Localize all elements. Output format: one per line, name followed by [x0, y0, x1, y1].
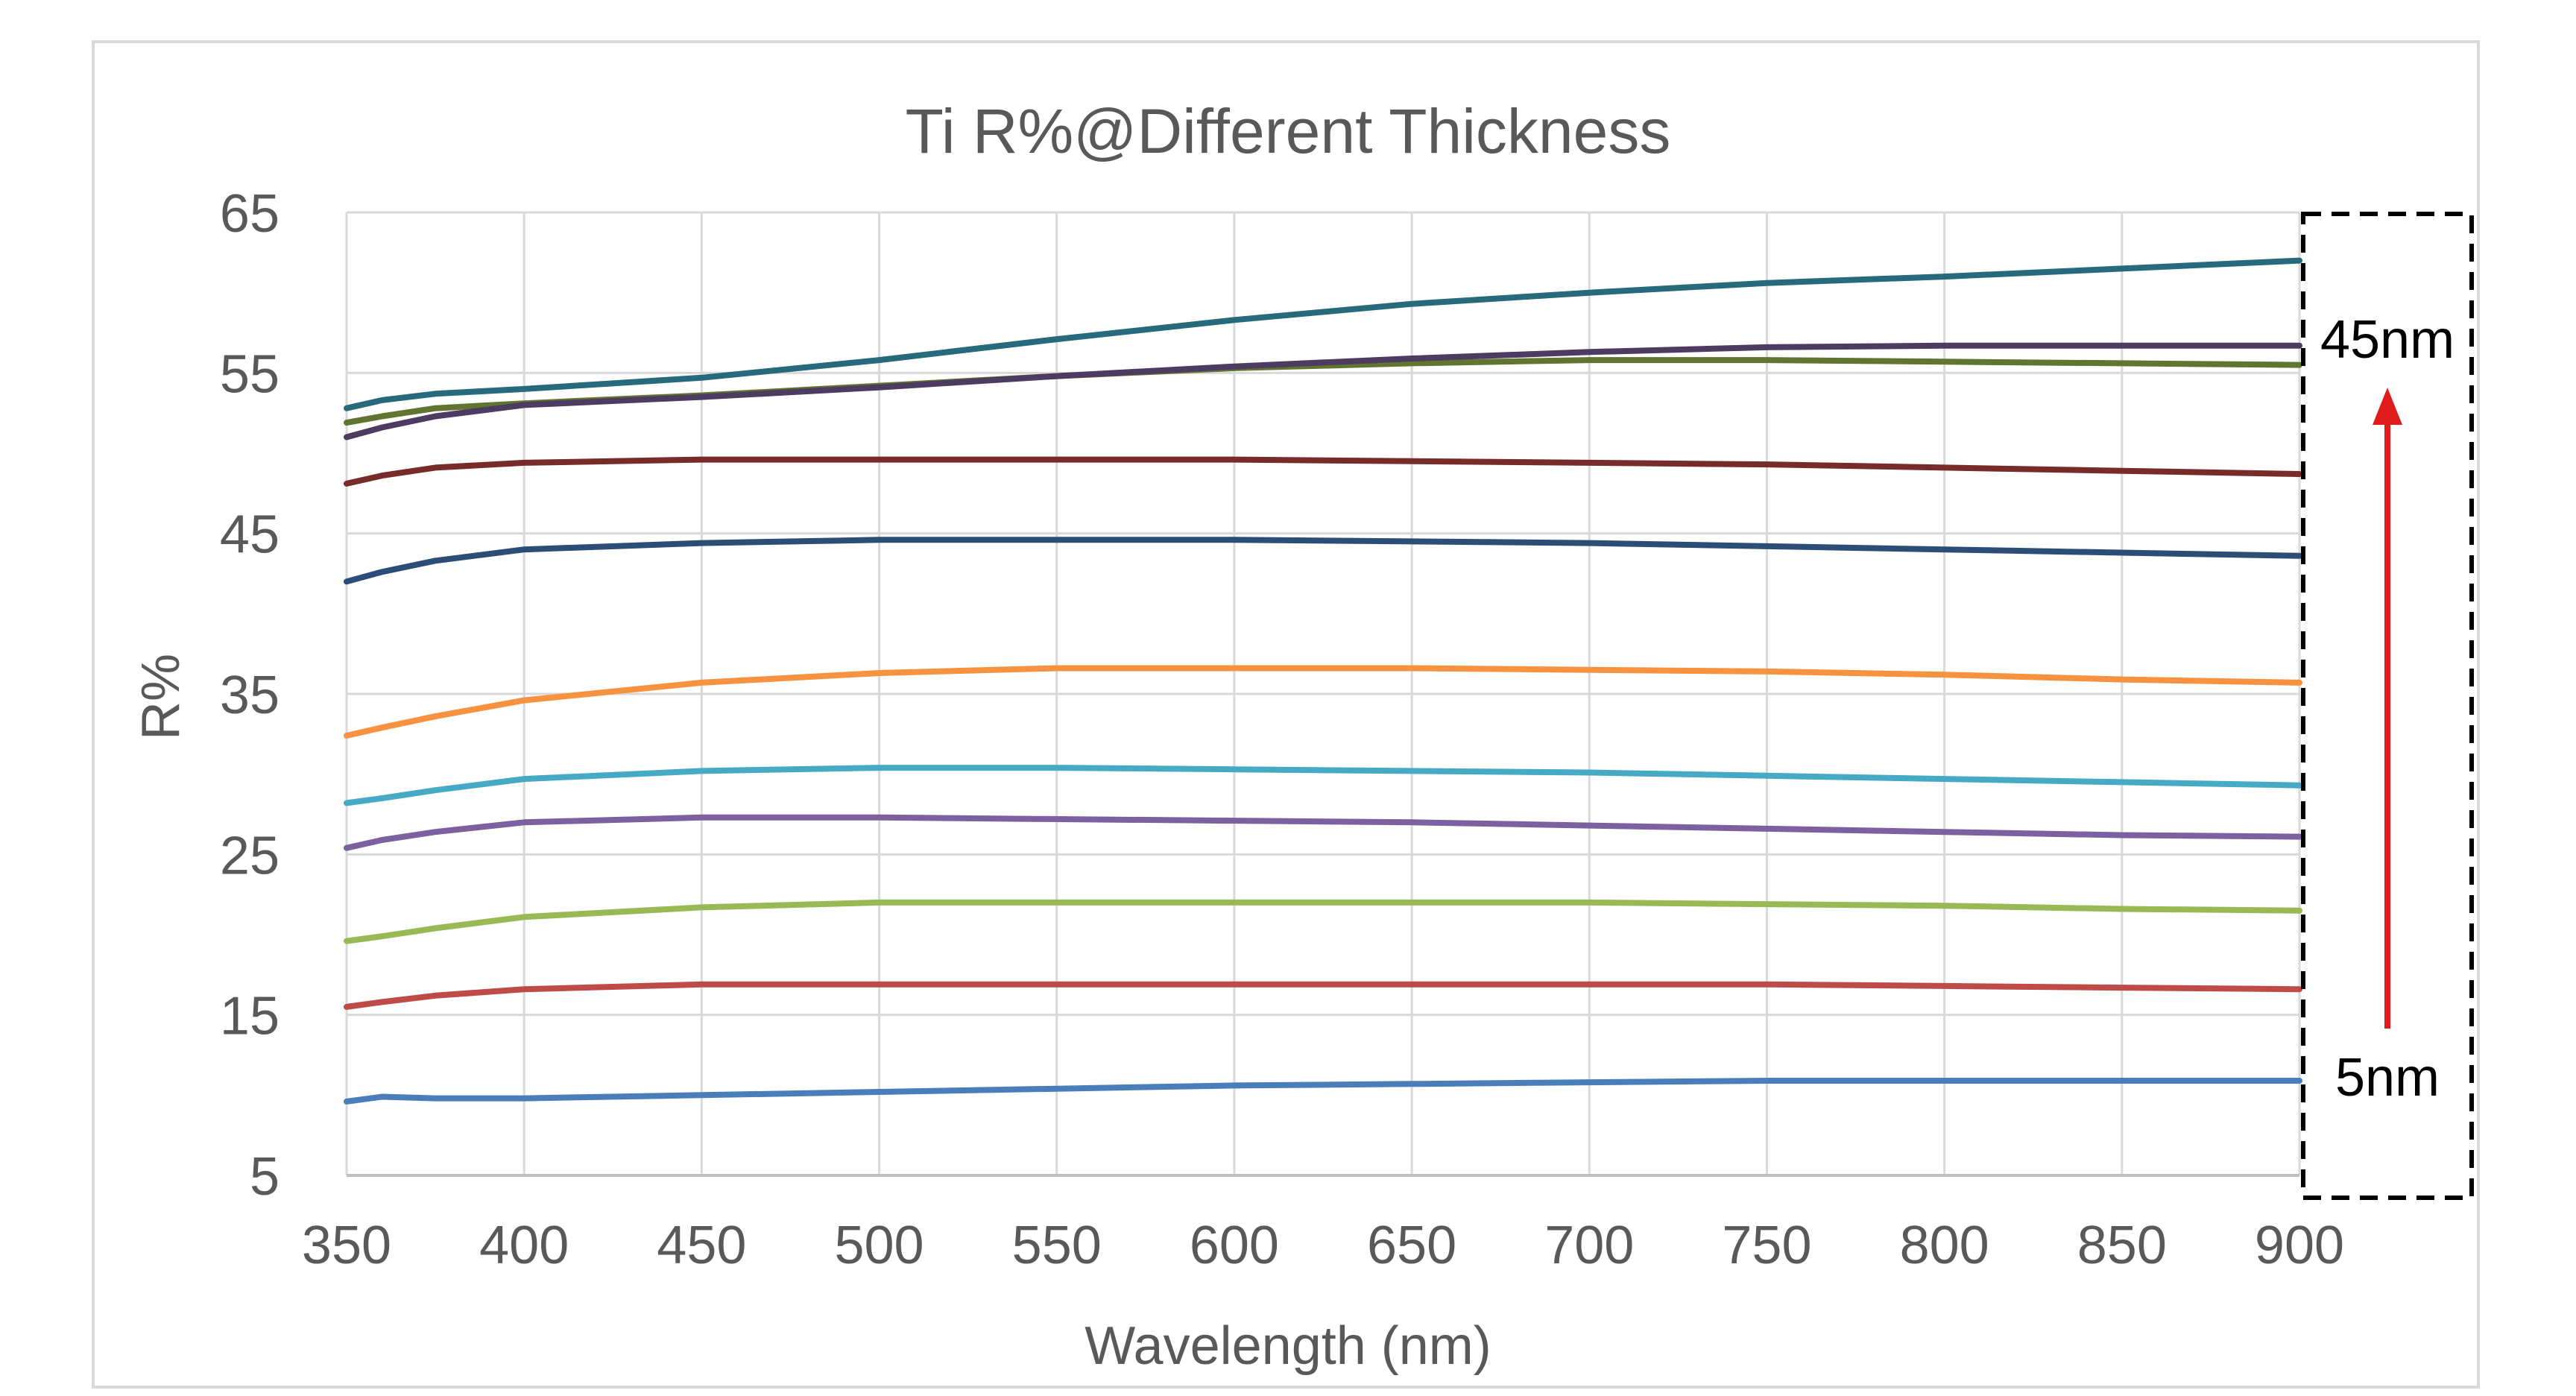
series-line-6 [344, 665, 2302, 739]
x-tick-label: 650 [1367, 1216, 1456, 1275]
x-tick-label: 600 [1190, 1216, 1279, 1275]
x-tick-label: 900 [2255, 1216, 2344, 1275]
y-tick-label: 55 [220, 344, 280, 404]
y-axis-label: R% [131, 654, 191, 740]
x-tick-label: 750 [1722, 1216, 1811, 1275]
series-group [344, 257, 2302, 1105]
series-line-10 [344, 342, 2302, 440]
x-tick-label: 850 [2077, 1216, 2167, 1275]
x-tick-label: 450 [657, 1216, 746, 1275]
y-tick-label: 15 [220, 987, 280, 1046]
series-line-5 [344, 765, 2302, 806]
x-tick-label: 400 [479, 1216, 569, 1275]
chart-title: Ti R%@Different Thickness [906, 96, 1671, 166]
series-line-4 [344, 814, 2302, 851]
series-line-1 [344, 1078, 2302, 1105]
highlight-dashed-box [2301, 212, 2474, 1200]
series-line-11 [344, 257, 2302, 411]
y-tick-label: 25 [220, 826, 280, 885]
series-line-2 [344, 981, 2302, 1010]
axes [345, 212, 2299, 1177]
annotation-top-label: 45nm [2320, 310, 2455, 370]
series-line-8 [344, 456, 2302, 487]
y-tick-label: 35 [220, 666, 280, 725]
x-tick-label: 350 [302, 1216, 391, 1275]
x-axis-label: Wavelength (nm) [1085, 1316, 1491, 1376]
x-tick-label: 800 [1900, 1216, 1989, 1275]
y-tick-label: 45 [220, 505, 280, 565]
y-tick-label: 5 [250, 1147, 280, 1207]
x-tick-label: 550 [1012, 1216, 1102, 1275]
chart-frame [92, 40, 2480, 1389]
series-line-7 [344, 537, 2302, 585]
y-tick-label: 65 [220, 184, 280, 244]
x-tick-label: 700 [1544, 1216, 1634, 1275]
series-line-3 [344, 899, 2302, 944]
x-tick-label: 500 [834, 1216, 924, 1275]
tick-labels: 5 15 25 35 45 55 65 350 400 450 500 550 600 650 700 750… [220, 184, 2344, 1275]
annotation-bottom-label: 5nm [2335, 1048, 2440, 1108]
annotation-arrow-head [2373, 388, 2402, 425]
